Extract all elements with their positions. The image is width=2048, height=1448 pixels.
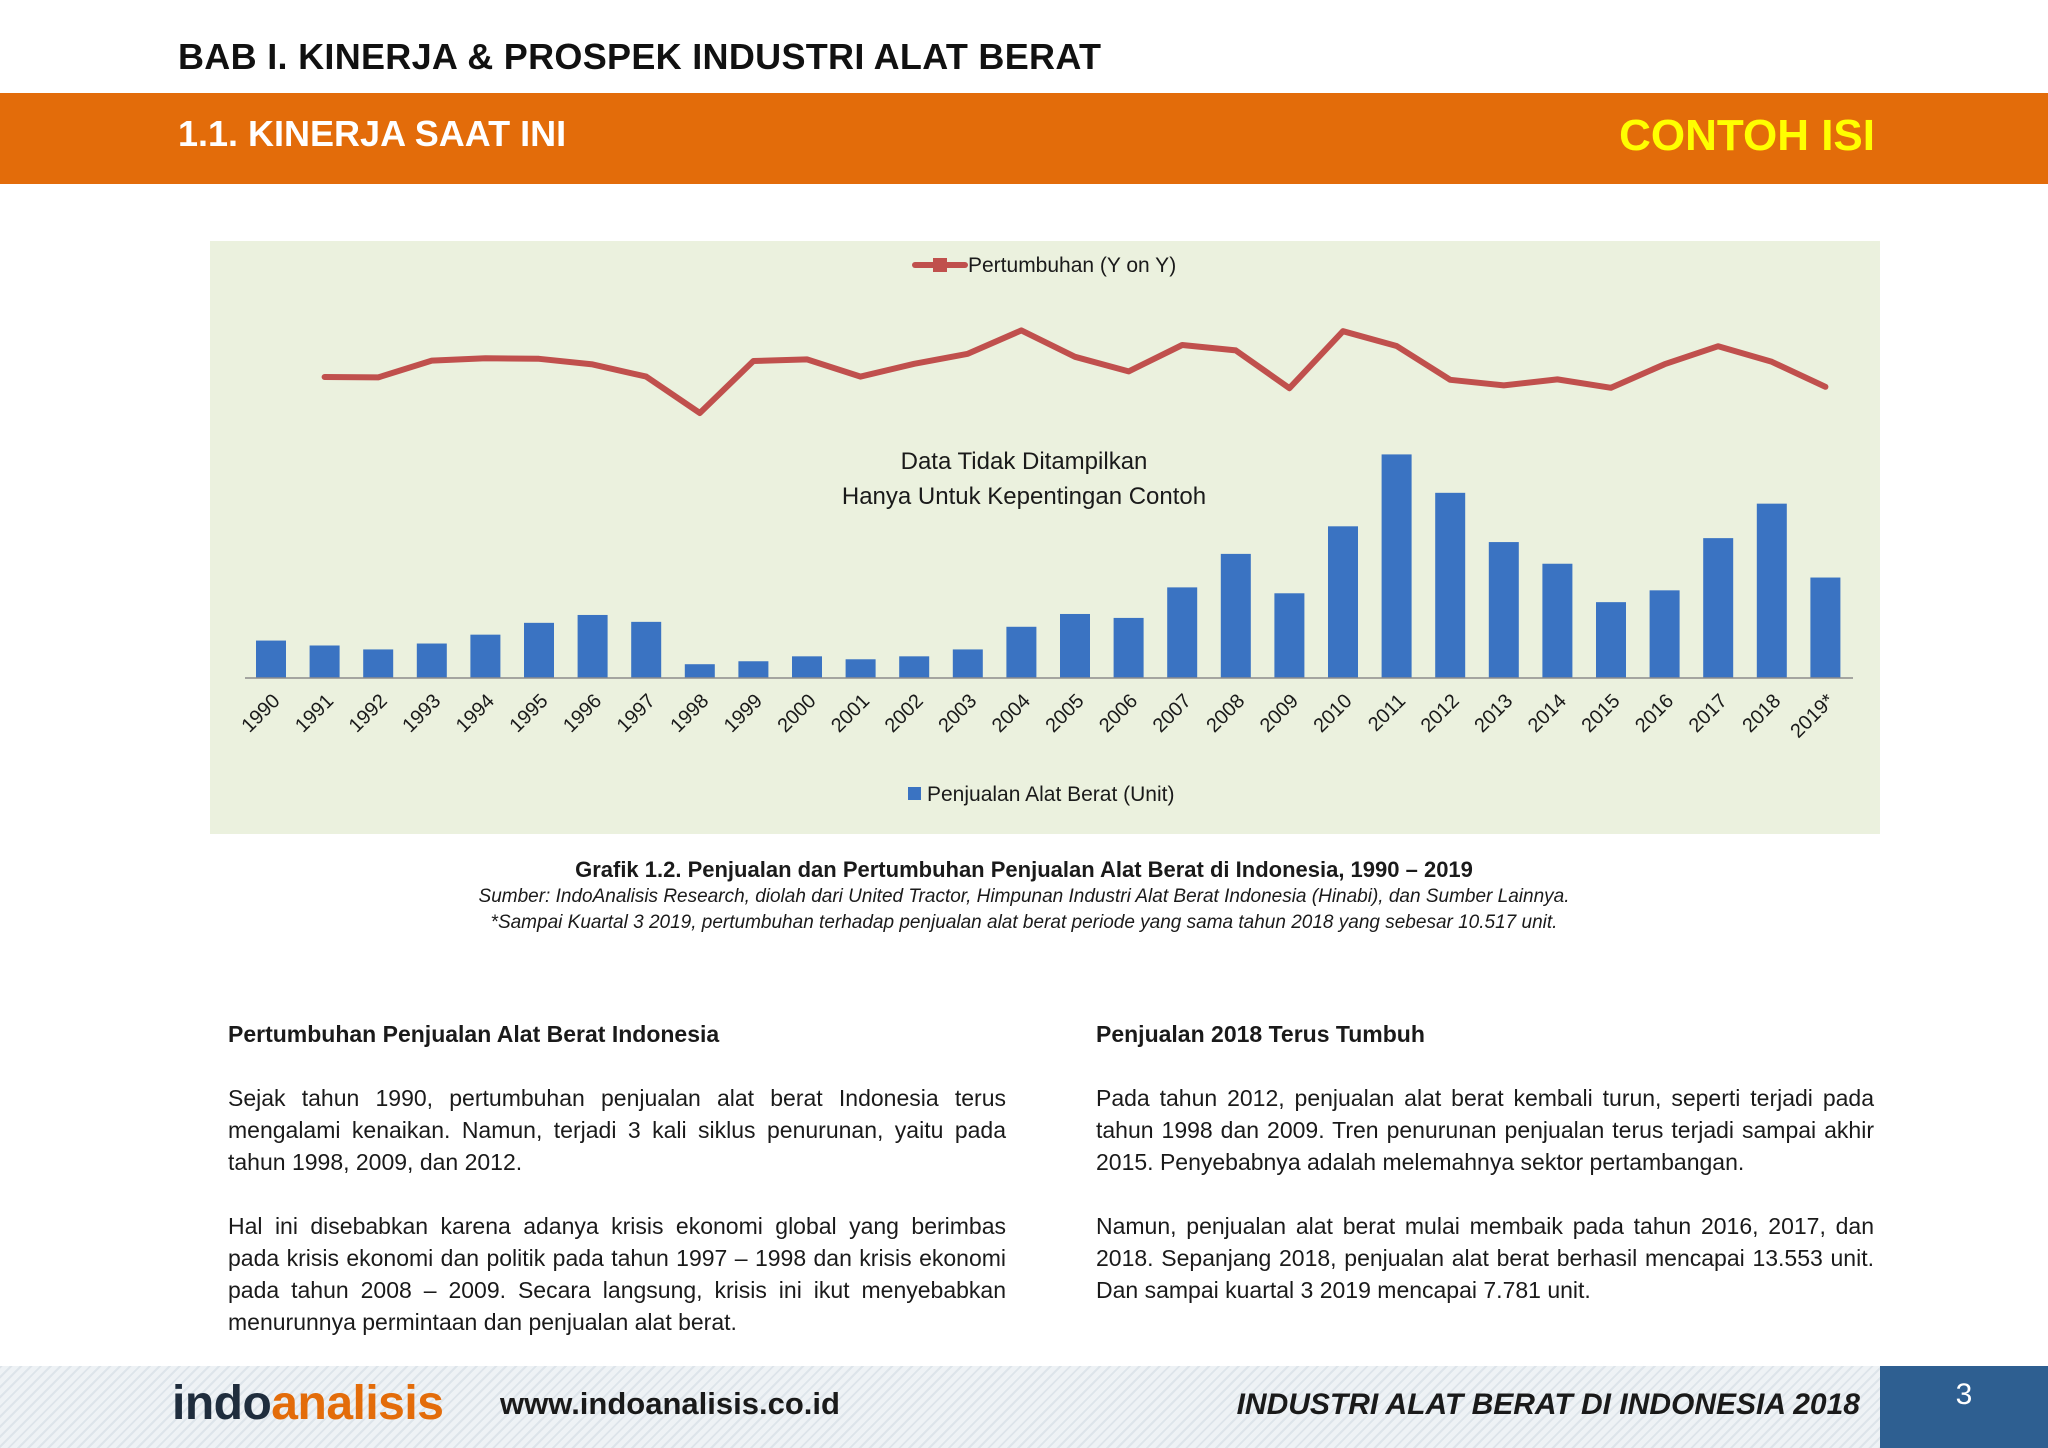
bar-2012 — [1435, 492, 1466, 678]
right-paragraph-2: Namun, penjualan alat berat mulai membai… — [1096, 1213, 1874, 1303]
bar-1999 — [738, 661, 769, 678]
x-tick-label: 2010 — [1310, 690, 1357, 737]
x-tick-label: 2005 — [1042, 690, 1089, 737]
bar-2017 — [1703, 538, 1734, 678]
bar-2005 — [1060, 613, 1090, 678]
x-tick-label: 2019* — [1786, 690, 1839, 743]
right-text-column: Penjualan 2018 Terus Tumbuh Pada tahun 2… — [1096, 1018, 1874, 1338]
bar-2011 — [1381, 454, 1412, 678]
x-tick-label: 1999 — [720, 690, 767, 737]
bar-2000 — [792, 656, 822, 678]
bar-2008 — [1220, 553, 1251, 678]
chart-annotation-line-2: Hanya Untuk Kepentingan Contoh — [842, 483, 1206, 510]
x-tick-label: 2006 — [1095, 690, 1142, 737]
bar-2018 — [1756, 503, 1787, 678]
x-tick-label: 2015 — [1578, 690, 1625, 737]
sample-content-label: CONTOH ISI — [1619, 111, 1875, 160]
legend-top: Pertumbuhan (Y on Y) — [912, 254, 1176, 277]
chart-caption-title: Grafik 1.2. Penjualan dan Pertumbuhan Pe… — [575, 857, 1473, 882]
bar-1991 — [309, 645, 340, 678]
report-title: INDUSTRI ALAT BERAT DI INDONESIA 2018 — [1236, 1388, 1860, 1421]
bar-1992 — [363, 649, 394, 678]
x-tick-labels: 1990 1991 1992 1993 1994 1995 1996 1997 1998 1999… — [238, 690, 1840, 743]
bar-series-group — [256, 454, 1841, 678]
bar-1995 — [524, 622, 554, 678]
chart-caption-source: Sumber: IndoAnalisis Research, diolah da… — [478, 886, 1570, 907]
x-tick-label: 1998 — [666, 690, 713, 737]
legend-sales-label: Penjualan Alat Berat (Unit) — [927, 783, 1174, 806]
right-column-heading: Penjualan 2018 Terus Tumbuh — [1096, 1021, 1425, 1047]
x-tick-label: 2004 — [988, 690, 1035, 737]
section-title: 1.1. KINERJA SAAT INI — [178, 113, 567, 154]
bar-2003 — [952, 649, 983, 678]
x-tick-label: 1997 — [613, 690, 660, 737]
x-tick-label: 1990 — [238, 690, 285, 737]
bar-2004 — [1006, 626, 1037, 678]
left-column-heading: Pertumbuhan Penjualan Alat Berat Indones… — [228, 1021, 720, 1047]
section-header-band: 1.1. KINERJA SAAT INI CONTOH ISI — [0, 93, 2048, 184]
x-tick-label: 1995 — [506, 690, 553, 737]
legend-growth-label: Pertumbuhan (Y on Y) — [968, 254, 1176, 277]
x-tick-label: 2001 — [827, 690, 874, 737]
right-paragraph-1: Pada tahun 2012, penjualan alat berat ke… — [1096, 1085, 1874, 1175]
bar-1990 — [256, 640, 286, 678]
website-link[interactable]: www.indoanalisis.co.id — [500, 1386, 840, 1421]
x-tick-label: 2002 — [881, 690, 928, 737]
bar-2019star — [1810, 577, 1841, 678]
bar-2015 — [1596, 602, 1626, 678]
logo-part-indo: indo — [172, 1377, 272, 1430]
legend-bar-swatch — [908, 787, 921, 800]
x-tick-label: 2000 — [774, 690, 821, 737]
bar-2016 — [1649, 590, 1680, 678]
left-text-column: Pertumbuhan Penjualan Alat Berat Indones… — [228, 1018, 1006, 1370]
bar-1998 — [684, 664, 715, 678]
bar-1993 — [416, 643, 447, 678]
bar-2007 — [1167, 587, 1198, 678]
indoanalisis-logo: indoanalisis — [172, 1376, 444, 1431]
legend-line-marker — [933, 258, 947, 272]
x-tick-label: 1993 — [398, 690, 445, 737]
x-tick-label: 2009 — [1256, 690, 1303, 737]
bar-2009 — [1274, 593, 1305, 678]
bar-1994 — [470, 634, 501, 678]
x-tick-label: 2016 — [1631, 690, 1678, 737]
chart-panel: 1990 1991 1992 1993 1994 1995 1996 1997 1998 1999… — [210, 241, 1880, 834]
bar-2006 — [1113, 617, 1144, 678]
x-tick-label: 1994 — [452, 690, 499, 737]
x-tick-label: 2014 — [1524, 690, 1571, 737]
growth-line-series — [321, 327, 1829, 416]
left-paragraph-2: Hal ini disebabkan karena adanya krisis … — [228, 1213, 1006, 1335]
legend-bottom: Penjualan Alat Berat (Unit) — [908, 783, 1174, 806]
x-tick-label: 2013 — [1470, 690, 1517, 737]
left-paragraph-1: Sejak tahun 1990, pertumbuhan penjualan … — [228, 1085, 1006, 1175]
page-footer: indoanalisis www.indoanalisis.co.id INDU… — [0, 1366, 2048, 1448]
page-number-box: 3 — [1880, 1366, 2048, 1448]
bar-1997 — [631, 621, 662, 678]
bar-2002 — [899, 656, 930, 678]
bar-2013 — [1488, 542, 1519, 678]
bar-2010 — [1328, 526, 1358, 678]
x-tick-label: 2011 — [1364, 690, 1410, 736]
x-tick-label: 1992 — [345, 690, 392, 737]
chart-annotation-line-1: Data Tidak Ditampilkan — [901, 448, 1148, 475]
page-number: 3 — [1955, 1378, 1973, 1411]
x-tick-label: 2007 — [1149, 690, 1196, 737]
bar-2014 — [1542, 563, 1573, 678]
x-tick-label: 2018 — [1738, 690, 1785, 737]
chapter-title: BAB I. KINERJA & PROSPEK INDUSTRI ALAT B… — [178, 36, 1102, 77]
chart-caption-note: *Sampai Kuartal 3 2019, pertumbuhan terh… — [490, 912, 1558, 933]
logo-part-analisis: analisis — [271, 1377, 444, 1430]
x-tick-label: 2003 — [934, 690, 981, 737]
x-tick-label: 2017 — [1685, 690, 1732, 737]
x-tick-label: 1996 — [559, 690, 606, 737]
sales-growth-chart: 1990 1991 1992 1993 1994 1995 1996 1997 1998 1999… — [238, 254, 1853, 806]
x-tick-label: 2012 — [1417, 690, 1464, 737]
x-tick-label: 2008 — [1202, 690, 1249, 737]
bar-2001 — [845, 659, 876, 678]
x-tick-label: 1991 — [291, 690, 338, 737]
bar-1996 — [577, 614, 608, 678]
